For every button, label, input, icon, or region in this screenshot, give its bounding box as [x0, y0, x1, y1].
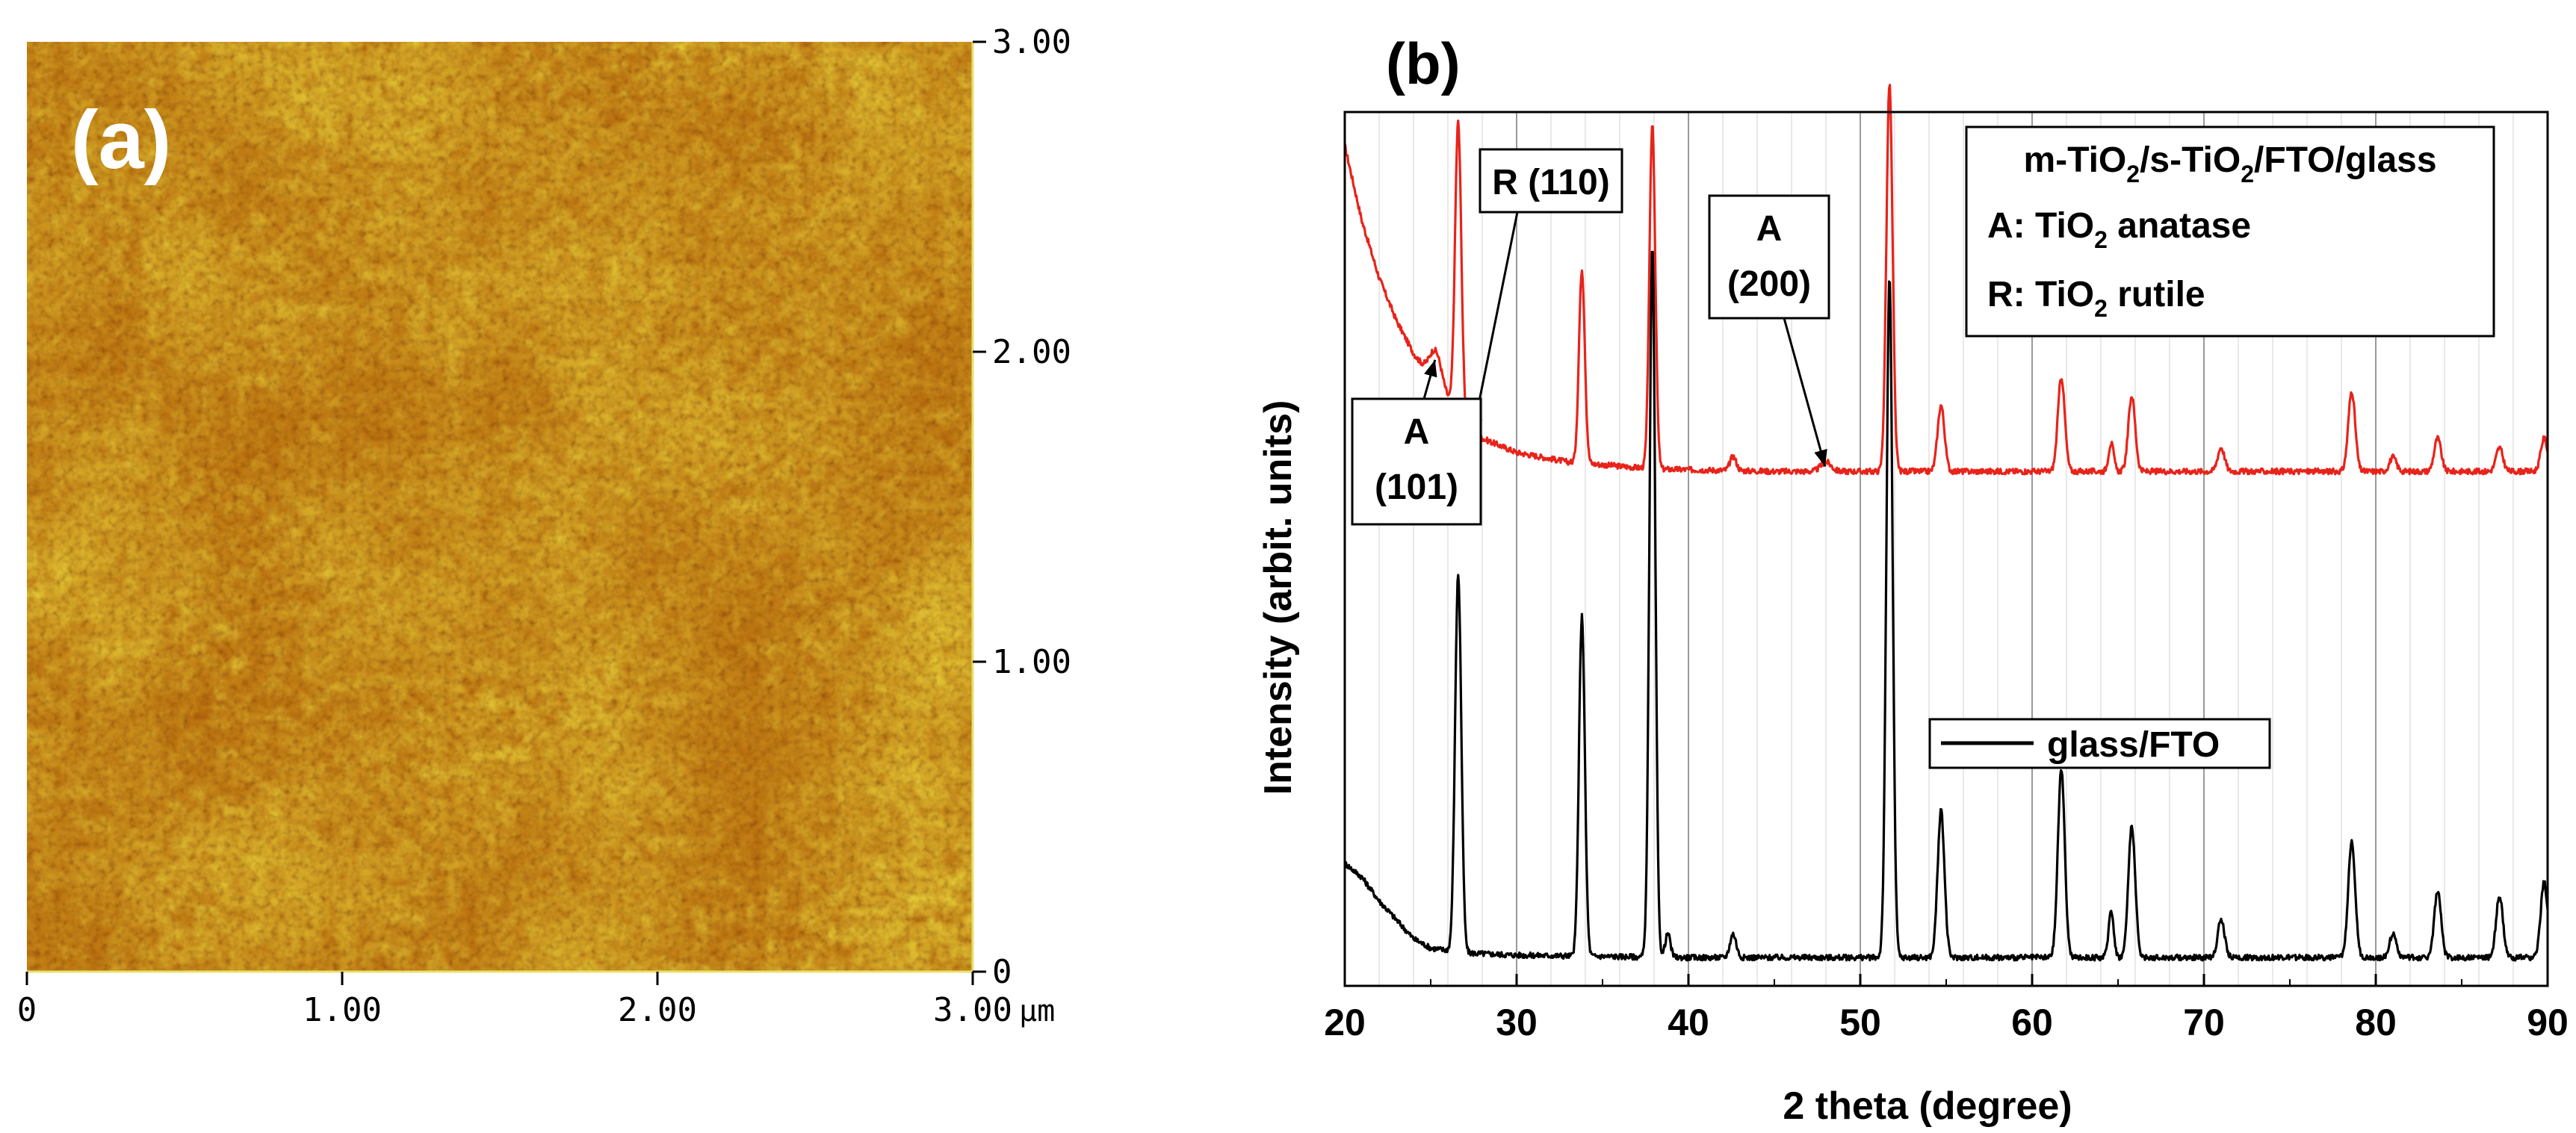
annotation-box — [1708, 194, 1830, 320]
annotation-label: R (110) — [1492, 163, 1609, 202]
xrd-x-tick-label: 20 — [1324, 1002, 1366, 1043]
afm-unit-label: μm — [1019, 994, 1055, 1028]
xrd-series-fto-line — [1343, 250, 2549, 962]
xrd-x-axis: 20 30 40 50 60 70 80 90 — [1324, 974, 2569, 1043]
xrd-y-axis-label: Intensity (arbit. units) — [1257, 400, 1300, 795]
legend-top-box — [1965, 125, 2495, 338]
annotation-label: A — [1404, 412, 1430, 452]
afm-x-tick-label: 1.00 — [303, 991, 382, 1029]
annotation-arrow-head — [1424, 359, 1437, 378]
legend-top-title: m-TiO2/s-TiO2/FTO/glass — [2023, 140, 2436, 187]
annotation-box — [1479, 148, 1623, 214]
afm-x-tick-label: 2.00 — [618, 991, 697, 1029]
xrd-x-tick-label: 30 — [1496, 1002, 1538, 1043]
xrd-series-tio2-line — [1343, 84, 2549, 476]
annotation-box — [1351, 397, 1482, 526]
legend-top-line-rutile: R: TiO2 rutile — [1987, 275, 2205, 322]
afm-y-tick-label: 0 — [992, 953, 1012, 991]
afm-y-tick-label: 2.00 — [992, 333, 1071, 371]
xrd-x-axis-label: 2 theta (degree) — [1783, 1084, 2072, 1128]
xrd-panel-label: (b) — [1386, 31, 1461, 96]
annotation-label: (200) — [1727, 264, 1811, 304]
annotation-arrow-head — [1814, 449, 1827, 467]
xrd-legend-bottom: glass/FTO — [1928, 718, 2271, 769]
annotation-label: A — [1756, 209, 1783, 249]
legend-top-line-anatase: A: TiO2 anatase — [1987, 206, 2251, 253]
annotation-label: (101) — [1375, 468, 1458, 507]
annotation-arrow-line — [1471, 211, 1519, 435]
afm-y-tick-label: 3.00 — [992, 23, 1071, 61]
afm-x-tick-label: 0 — [17, 991, 37, 1029]
annotation-arrow-line — [1783, 317, 1827, 468]
xrd-legend-top: m-TiO2/s-TiO2/FTO/glass A: TiO2 anatase … — [1965, 125, 2495, 338]
xrd-x-tick-label: 70 — [2183, 1002, 2225, 1043]
afm-x-tick-label: 3.00 — [933, 991, 1012, 1029]
afm-panel-label: (a) — [71, 94, 171, 186]
legend-bottom-label: glass/FTO — [2047, 725, 2220, 765]
xrd-x-tick-label: 60 — [2011, 1002, 2053, 1043]
xrd-x-tick-label: 90 — [2527, 1002, 2569, 1043]
afm-image-grain — [27, 42, 973, 972]
xrd-series-group — [1343, 84, 2549, 962]
xrd-x-tick-label: 80 — [2355, 1002, 2397, 1043]
xrd-panel: (b) R (110) A (200) A (101) 20 30 40 50 60 70 80 90… — [1257, 31, 2569, 1128]
afm-y-tick-label: 1.00 — [992, 643, 1071, 681]
xrd-x-tick-label: 40 — [1668, 1002, 1709, 1043]
xrd-x-tick-label: 50 — [1839, 1002, 1881, 1043]
xrd-annotations: R (110) A (200) A (101) — [1351, 148, 1830, 526]
